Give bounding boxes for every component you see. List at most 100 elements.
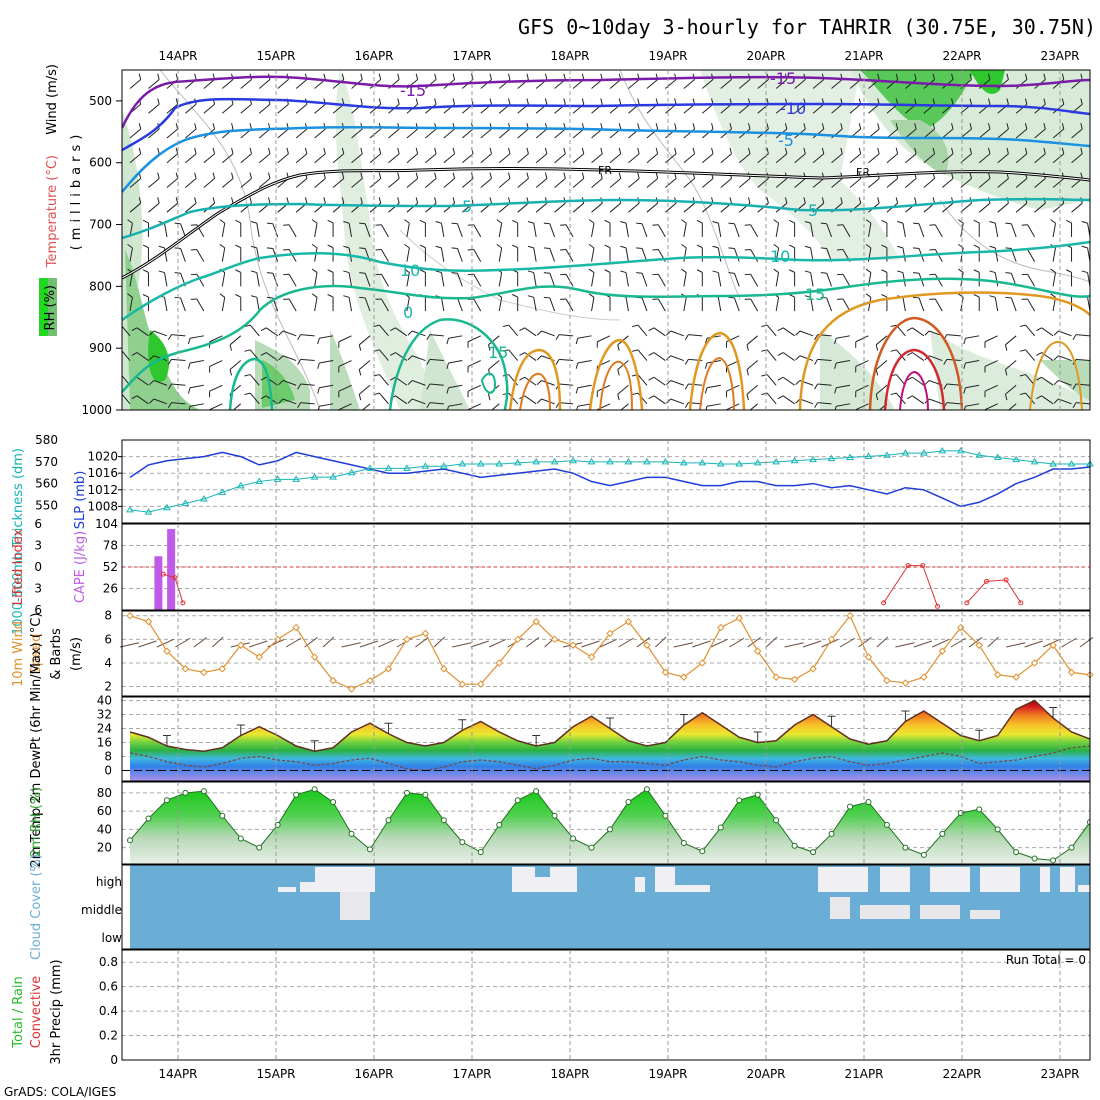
wind-barb [122, 350, 131, 361]
wind-barb-flag [317, 387, 320, 394]
wind-barb [577, 384, 592, 389]
wind-barb-flag [359, 222, 366, 225]
wind-barb-flag [600, 147, 603, 154]
cloud-blocks [278, 867, 1090, 920]
wind-barb [868, 178, 880, 188]
wind10m-barb [378, 638, 396, 648]
wind10m-point [883, 676, 891, 685]
wind-barb [221, 223, 226, 237]
contour-label: -10 [780, 99, 806, 118]
wind10m-point [846, 612, 854, 620]
wind-barb [984, 403, 998, 410]
contour-label: 5 [808, 201, 818, 220]
wind-barb-flag [1043, 98, 1046, 105]
wind10m-point [975, 641, 983, 649]
wind-barb [653, 395, 666, 405]
wind-barb [364, 273, 371, 287]
wind-barb-flag [446, 387, 450, 394]
wind-barb [443, 153, 455, 164]
thickness-point [624, 457, 633, 465]
rh-point [459, 839, 466, 846]
wind-barb-flag [1036, 376, 1042, 381]
wind10m-point [329, 676, 337, 685]
wind-barb [1025, 349, 1035, 361]
wind-barb [978, 202, 991, 213]
wind10m-point [920, 673, 928, 681]
wind-barb-flag [1072, 334, 1077, 341]
wind-barb [912, 327, 925, 337]
wind10m-barb [433, 636, 446, 648]
rh-point [127, 837, 133, 844]
wind-barb-flag [728, 247, 735, 249]
wind-barb [683, 153, 695, 164]
wind-barb [1041, 395, 1054, 405]
rh-point [293, 791, 300, 798]
cloud-gap [535, 867, 550, 877]
date-label: 15APR [256, 49, 295, 63]
wind-barb [443, 178, 455, 188]
wind-barb [646, 79, 658, 89]
wind-barb [1071, 153, 1083, 164]
wind-barb-flag [167, 334, 172, 341]
wind-barb [842, 273, 851, 287]
thickness-point [661, 457, 670, 465]
rh-point [1087, 819, 1090, 826]
wind-barb-flag [729, 197, 732, 204]
wind-barb [946, 334, 961, 337]
wind-barb-flag [359, 296, 366, 299]
wind-barb [533, 272, 537, 287]
wind-barb-flag [378, 172, 382, 179]
wind-barb [314, 297, 318, 312]
wind-barb-flag [951, 98, 954, 105]
wind10m-point [440, 665, 448, 673]
bottom-date-labels: 14APR 15APR 16APR 17APR 18APR 19APR 20APR 21APR… [158, 1067, 1079, 1081]
wind-barb [653, 376, 666, 386]
wind-barb-flag [435, 270, 442, 274]
wind-barb [641, 297, 648, 312]
li-tick-label: 3 [34, 582, 42, 596]
wind-barb-flag [397, 197, 400, 204]
wind-barb [794, 103, 806, 114]
thickness-point [458, 460, 467, 467]
wind-barb [221, 79, 234, 89]
wind-barb [122, 325, 131, 337]
wind10m-barb [1042, 638, 1060, 648]
wind-barb-flag [989, 221, 996, 224]
wind-barb-flag [373, 324, 380, 328]
wind-barb [473, 273, 482, 287]
wind-barb [670, 330, 685, 337]
wind-barb-flag [1005, 247, 1012, 249]
wind-barb-flag [174, 222, 181, 225]
wind-barb [508, 374, 519, 386]
wind-barb-flag [115, 325, 121, 326]
precip-tick-label: 0.4 [99, 1004, 118, 1018]
wind-barb-flag [834, 338, 837, 345]
wind-barb [300, 383, 315, 386]
wind-barb-flag [795, 355, 801, 361]
wind-barb-flag [359, 413, 360, 419]
wind-barb [849, 103, 862, 114]
wind-barb [185, 128, 197, 139]
wind-barb [849, 153, 862, 164]
wind-barb [875, 384, 888, 395]
wind-barb [782, 352, 795, 361]
wind-barb-flag [581, 73, 585, 80]
wind-barb-flag [1050, 268, 1056, 273]
wind10m-point [384, 665, 393, 673]
cloud-block [860, 905, 910, 919]
rh-point [902, 844, 909, 851]
wind-barb [541, 330, 555, 337]
wind-barb-flag [323, 147, 326, 154]
dewpoint-line [129, 745, 1090, 772]
wind-barb-flag [913, 272, 920, 274]
wind-barb [314, 103, 326, 114]
wind-barb-flag [600, 98, 603, 105]
wind-barb [688, 383, 703, 386]
wind-barb-flag [804, 295, 811, 298]
wind-barb-flag [507, 98, 511, 105]
wind-barb [314, 153, 326, 164]
wind-barb [683, 297, 687, 312]
wind-barb [965, 384, 980, 389]
wind-barb-flag [588, 293, 595, 298]
wind10m-barb [821, 638, 839, 648]
